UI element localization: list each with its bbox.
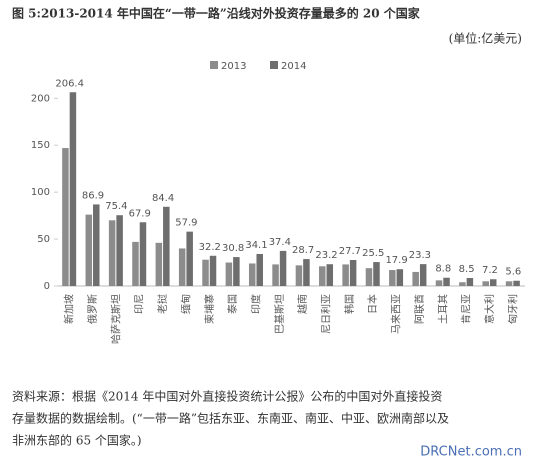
legend-label: 2013	[221, 61, 246, 72]
x-tick-label: 老挝	[156, 294, 169, 314]
bar	[489, 279, 497, 286]
bar	[85, 214, 93, 286]
bar	[459, 282, 466, 286]
bar	[303, 259, 310, 286]
y-tick-label: 150	[31, 140, 50, 151]
value-label: 7.2	[482, 265, 498, 276]
bar	[233, 257, 240, 286]
bar	[279, 250, 287, 286]
unit: (单位:亿美元)	[449, 31, 522, 46]
bar	[155, 242, 163, 286]
value-label: 32.2	[199, 242, 221, 253]
bar	[319, 266, 326, 286]
legend-swatch	[210, 61, 218, 69]
value-label: 28.7	[292, 245, 314, 256]
x-tick-label: 泰国	[226, 294, 239, 314]
x-tick-label: 印尼	[134, 294, 146, 314]
bar	[443, 277, 450, 286]
x-tick-label: 俄罗斯	[86, 294, 99, 324]
x-tick-label: 越南	[296, 294, 309, 314]
bar	[209, 255, 217, 286]
value-label: 8.8	[435, 264, 451, 275]
value-label: 34.1	[245, 240, 267, 251]
y-tick-label: 100	[31, 187, 50, 198]
bar	[505, 281, 513, 286]
x-tick-label: 柬埔寨	[203, 294, 216, 324]
value-label: 206.4	[55, 78, 84, 89]
x-tick-label: 日本	[366, 294, 379, 314]
bar	[116, 215, 123, 286]
bar	[373, 262, 380, 286]
value-label: 57.9	[175, 218, 197, 229]
bar	[178, 248, 186, 286]
x-tick-label: 缅甸	[179, 294, 192, 314]
bar	[326, 264, 334, 286]
x-tick-label: 印度	[249, 294, 262, 314]
value-label: 37.4	[269, 237, 291, 248]
value-label: 27.7	[339, 246, 361, 257]
bar	[186, 231, 193, 286]
x-tick-label: 韩国	[343, 294, 356, 314]
x-tick-label: 匈牙利	[506, 294, 519, 324]
bar	[225, 262, 233, 286]
value-label: 86.9	[82, 190, 104, 201]
x-tick-label: 尼日利亚	[321, 294, 333, 334]
bar	[256, 253, 263, 286]
chart-title: 图 5:2013-2014 年中国在“一带一路”沿线对外投资存量最多的 20 个…	[12, 6, 421, 21]
watermark: DRCNet.com.cn	[420, 445, 522, 460]
bar	[139, 222, 147, 286]
x-tick-label: 肯尼亚	[460, 294, 473, 324]
bar	[365, 268, 373, 286]
x-tick-label: 巴基斯坦	[273, 294, 286, 334]
note-line: 资料来源：根据《2014 年中国对外直接投资统计公报》公布的中国对外直接投资	[12, 389, 442, 404]
note-line: 存量数据的数据绘制。(“一带一路”包括东亚、东南亚、南亚、中亚、欧洲南部以及	[12, 411, 449, 426]
value-label: 30.8	[222, 243, 244, 254]
bar	[342, 264, 349, 286]
x-tick-label: 马来西亚	[391, 294, 403, 334]
x-tick-label: 阿联酋	[413, 294, 426, 324]
y-tick-label: 0	[44, 281, 50, 292]
value-label: 5.6	[505, 267, 521, 278]
bar	[466, 278, 474, 286]
value-label: 17.9	[385, 255, 407, 266]
x-tick-label: 意大利	[483, 294, 496, 324]
bar	[513, 280, 520, 286]
bar	[62, 148, 69, 286]
y-tick-label: 50	[37, 234, 50, 245]
note-line: 非洲东部的 65 个国家。)	[12, 433, 142, 448]
bar	[419, 264, 427, 286]
bar	[435, 280, 443, 286]
bar	[93, 204, 100, 286]
bar	[163, 206, 170, 286]
legend-swatch	[270, 61, 278, 69]
value-label: 84.4	[152, 193, 174, 204]
bar	[108, 220, 116, 286]
value-label: 75.4	[105, 201, 127, 212]
value-label: 8.5	[459, 264, 475, 275]
value-label: 23.3	[409, 250, 431, 261]
value-label: 25.5	[362, 248, 384, 259]
bar	[412, 271, 419, 286]
bar	[349, 259, 357, 286]
bar	[272, 264, 279, 286]
x-tick-label: 土耳其	[436, 294, 449, 324]
bar	[69, 92, 77, 286]
y-tick-label: 200	[31, 93, 50, 104]
value-label: 67.9	[129, 208, 151, 219]
bar	[248, 263, 256, 286]
legend-label: 2014	[281, 61, 306, 72]
bar	[396, 269, 404, 286]
bar	[202, 259, 209, 286]
x-tick-label: 哈萨克斯坦	[109, 294, 122, 344]
bar	[389, 270, 396, 286]
bar	[295, 265, 303, 286]
value-label: 23.2	[315, 250, 337, 261]
bar	[482, 281, 489, 286]
bar	[132, 241, 139, 286]
x-tick-label: 新加坡	[63, 294, 76, 324]
